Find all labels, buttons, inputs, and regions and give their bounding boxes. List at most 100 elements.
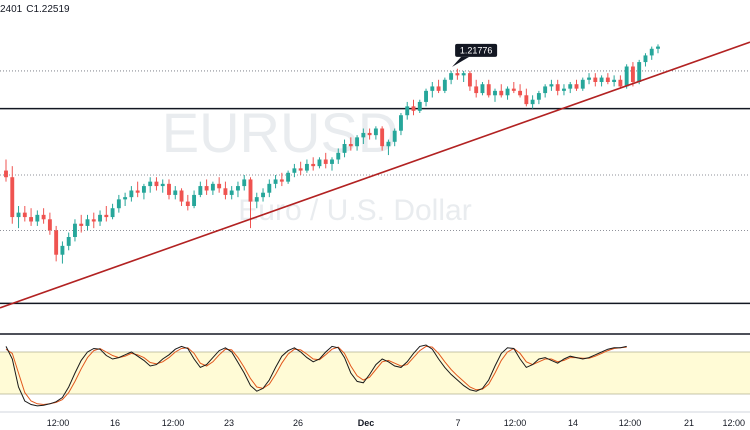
candle-body [480, 84, 485, 94]
candle-body [436, 86, 441, 91]
watermark: EURUSD Euro / U.S. Dollar [162, 101, 472, 227]
candle-body [442, 79, 447, 91]
candle-body [499, 90, 504, 96]
time-axis: 12:00 16 12:00 23 26 Dec 7 12:00 14 12:00 21 12:00 [47, 418, 745, 428]
chart-header: 2401 C1.22519 [0, 4, 74, 15]
candle-body [568, 84, 573, 89]
candle-body [179, 190, 184, 202]
candle-body [204, 186, 209, 191]
candle-body [449, 73, 454, 80]
candle-body [154, 181, 159, 187]
candle-body [54, 230, 59, 255]
candle-body [367, 132, 372, 136]
candle-body [649, 48, 654, 56]
candle-body [524, 95, 529, 105]
candle-body [292, 168, 297, 173]
candle-body [430, 86, 435, 91]
candlestick-series [4, 44, 660, 264]
candle-body [91, 219, 96, 222]
candle-body [273, 179, 278, 184]
candle-body [110, 208, 115, 218]
price-callout: 1.21776 [452, 43, 498, 67]
candle-body [223, 188, 228, 195]
candle-body [104, 214, 109, 218]
candle-body [173, 190, 178, 195]
candle-body [236, 186, 240, 191]
candle-body [330, 159, 334, 164]
candle-body [505, 88, 510, 96]
candle-body [198, 186, 203, 195]
candle-body [543, 86, 548, 94]
candle-body [474, 86, 479, 94]
candle-body [167, 183, 171, 195]
candle-body [536, 93, 541, 100]
stochastic-d-line [5, 345, 627, 406]
candle-body [380, 128, 385, 147]
candle-body [47, 219, 52, 231]
candle-body [417, 101, 422, 111]
candle-body [267, 183, 272, 193]
time-tick-label: 12:00 [47, 418, 70, 428]
candle-body [605, 77, 610, 82]
candle-body [29, 217, 34, 222]
time-tick-label: 7 [455, 418, 460, 428]
candle-body [248, 179, 253, 202]
candle-body [518, 90, 523, 96]
candle-body [66, 237, 71, 246]
candle-body [298, 168, 303, 171]
candle-body [79, 223, 84, 226]
time-tick-label: 12:00 [504, 418, 527, 428]
candle-body [242, 179, 247, 187]
candle-body [361, 132, 366, 138]
candle-body [304, 163, 309, 171]
candle-body [555, 84, 560, 91]
price-callout-box [455, 43, 498, 57]
stochastic-k-line [5, 344, 627, 407]
candle-body [129, 190, 134, 198]
candle-body [574, 84, 579, 89]
header-high-value: 2401 [0, 4, 23, 15]
candle-body [587, 77, 591, 80]
time-tick-label: 21 [684, 418, 694, 428]
candle-body [467, 73, 472, 87]
candle-body [493, 90, 497, 96]
candle-body [486, 84, 491, 96]
candle-body [123, 197, 128, 200]
candle-body [342, 144, 347, 153]
price-callout-label: 1.21776 [460, 45, 493, 55]
candle-body [630, 66, 635, 82]
trendline[interactable] [0, 41, 750, 309]
time-tick-label: 12:00 [619, 418, 642, 428]
candle-body [612, 79, 617, 82]
candle-body [637, 62, 642, 82]
candle-body [210, 183, 215, 191]
watermark-symbol: EURUSD [162, 101, 398, 164]
candle-body [10, 177, 15, 218]
stochastic-pane [0, 344, 750, 407]
time-tick-label: 12:00 [722, 418, 745, 428]
candle-body [530, 99, 535, 105]
candle-body [511, 88, 516, 91]
time-tick-label: 12:00 [162, 418, 185, 428]
candle-body [461, 73, 466, 76]
candle-body [4, 170, 8, 178]
time-tick-label: 14 [568, 418, 578, 428]
candle-body [311, 163, 316, 167]
candle-body [348, 144, 353, 147]
candle-body [22, 212, 27, 218]
candle-body [373, 128, 378, 136]
candle-body [148, 181, 153, 187]
candle-body [323, 159, 328, 164]
candle-body [261, 192, 265, 198]
candle-body [392, 130, 397, 142]
candle-body [336, 152, 341, 160]
candle-body [85, 219, 90, 226]
candle-body [16, 212, 21, 218]
candle-body [424, 90, 428, 102]
candle-body [279, 179, 284, 182]
candle-body [593, 77, 598, 82]
time-tick-label: 16 [110, 418, 120, 428]
candle-body [41, 214, 46, 220]
candle-body [286, 172, 291, 182]
